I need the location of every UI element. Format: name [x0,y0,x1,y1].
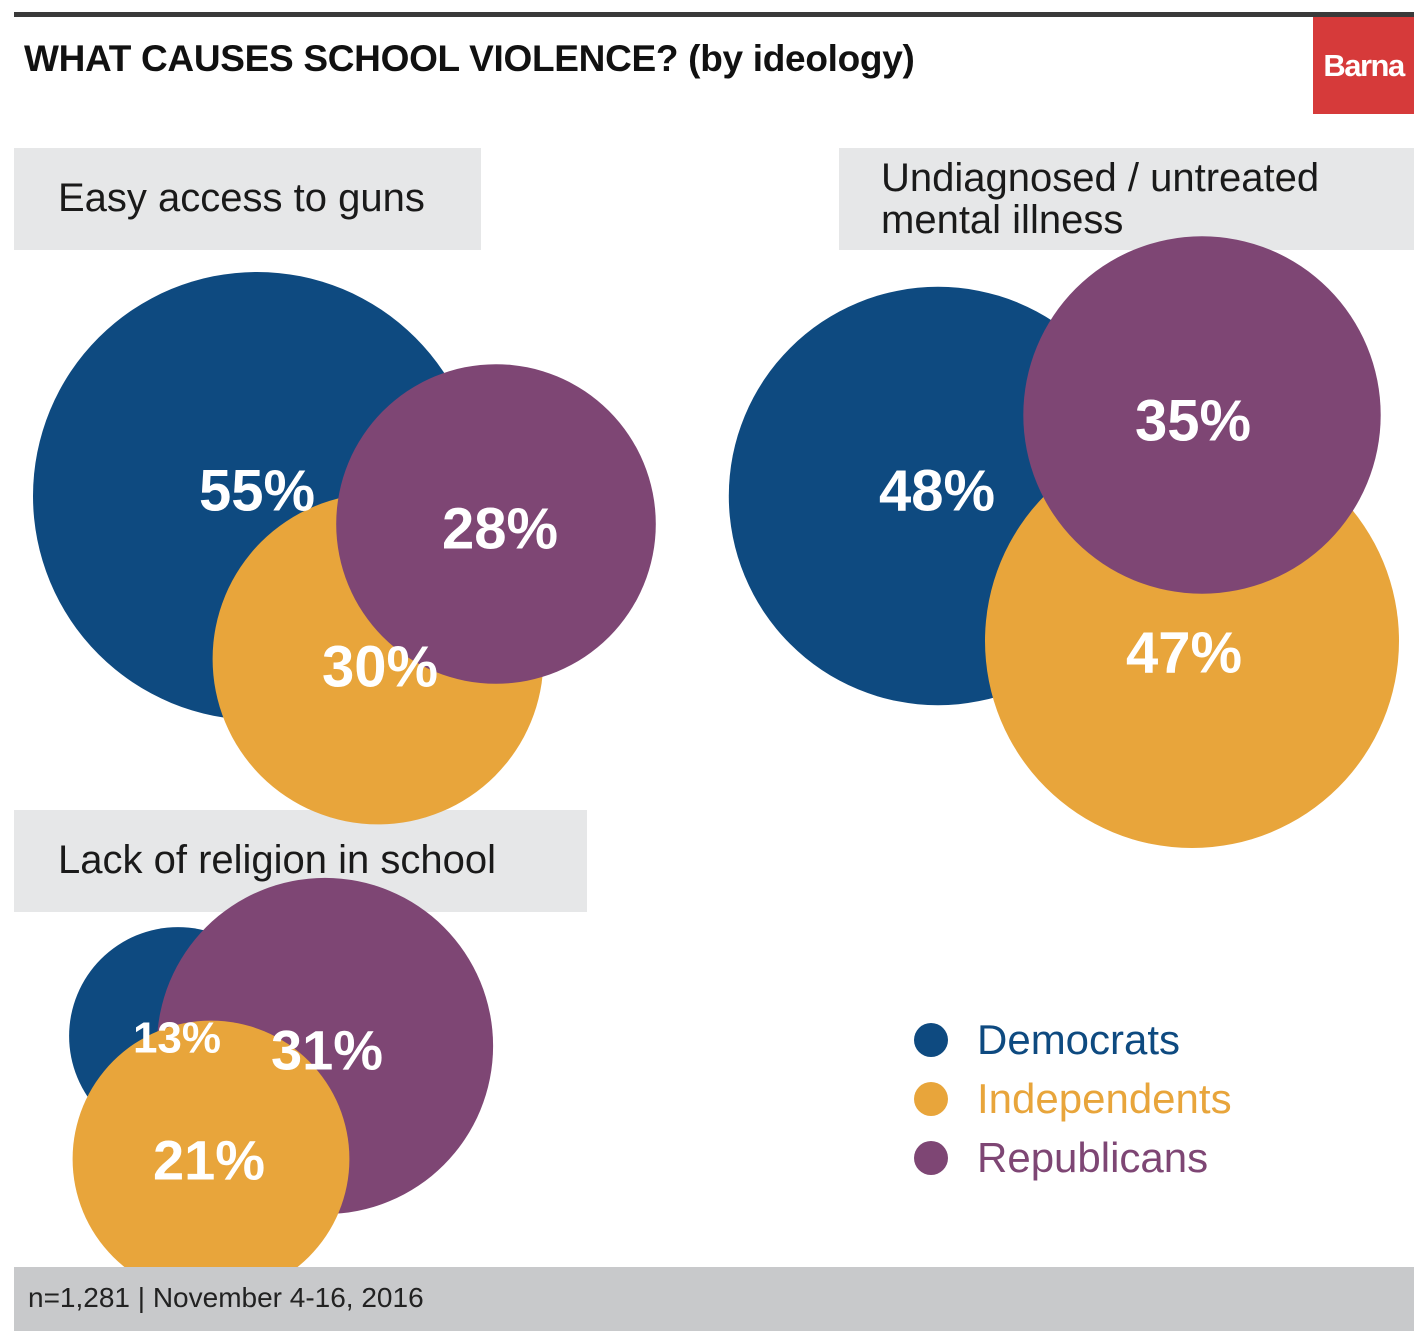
legend-label: Republicans [977,1133,1209,1181]
data-label-republicans: 31% [271,1019,383,1082]
data-label-democrats: 55% [199,459,315,524]
panel-title-mental-illness: Undiagnosed / untreated mental illness [839,148,1414,250]
legend-dot-icon [914,1022,948,1057]
legend: Democrats Independents Republicans [914,1010,1232,1187]
panel-title-line-1: Undiagnosed / untreated [881,156,1320,200]
data-label-republicans: 28% [442,497,558,562]
bubble-group-panel-2: 48% 47% 35% [728,236,1399,848]
barna-logo: Barna [1313,17,1414,114]
chart-title: WHAT CAUSES SCHOOL VIOLENCE? (by ideolog… [24,38,915,79]
legend-item-independents: Independents [914,1069,1232,1128]
bubble-independents [72,1020,350,1298]
data-label-democrats: 48% [879,459,995,524]
panel-title-guns: Easy access to guns [14,148,481,250]
data-label-republicans: 35% [1135,389,1251,454]
bubble-group-panel-3: 13% 31%21% [69,877,494,1298]
legend-label: Democrats [977,1015,1181,1063]
legend-label: Independents [977,1074,1232,1122]
panel-title-line-2: mental illness [881,198,1124,242]
bubble-group-panel-1: 55% 30% 28% [33,272,656,825]
data-label-independents: 21% [153,1129,265,1192]
panel-title-text: Easy access to guns [58,176,425,220]
footer-note: n=1,281 | November 4-16, 2016 [14,1267,1414,1331]
legend-item-republicans: Republicans [914,1128,1232,1187]
data-label-democrats: 13% [133,1014,221,1063]
panel-title-text: Lack of religion in school [58,838,497,882]
data-label-independents: 47% [1126,621,1242,686]
bubble-republicans [336,364,656,684]
legend-dot-icon [914,1140,948,1175]
bubble-republicans [1023,236,1381,594]
data-label-independents: 30% [322,635,438,700]
top-rule [14,12,1414,17]
legend-item-democrats: Democrats [914,1010,1232,1069]
legend-dot-icon [914,1081,948,1116]
